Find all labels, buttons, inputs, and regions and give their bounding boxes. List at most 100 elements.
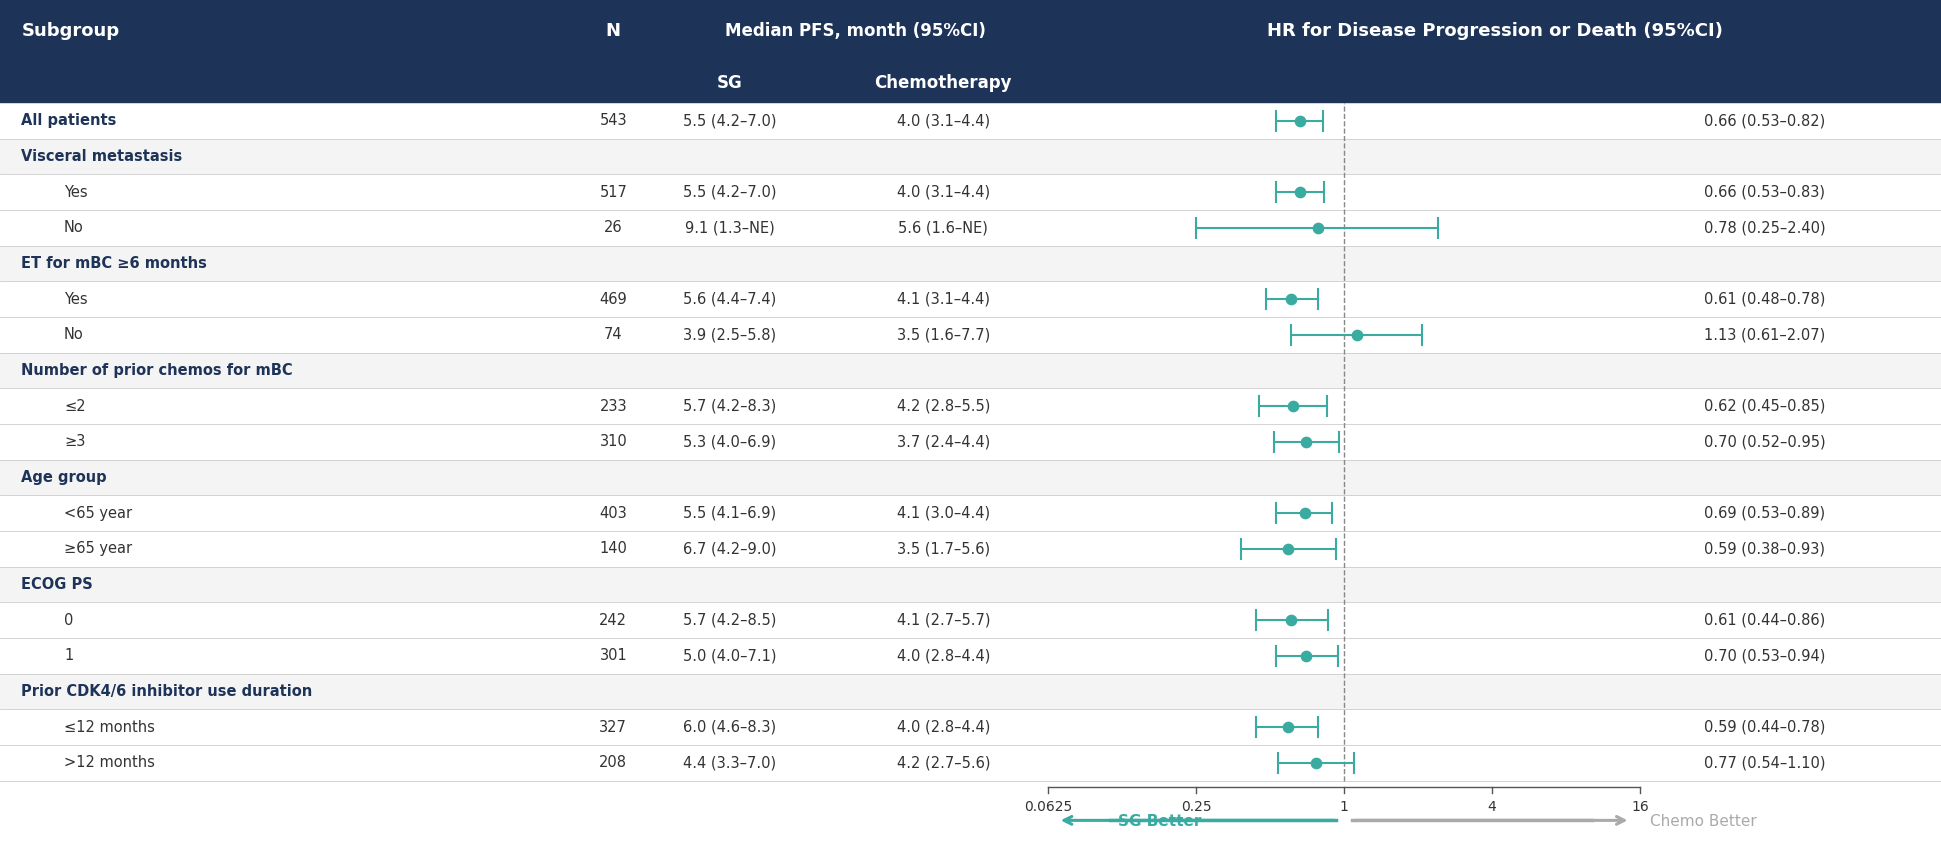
Bar <box>0 531 1941 566</box>
Text: 9.1 (1.3–NE): 9.1 (1.3–NE) <box>685 220 774 235</box>
Text: Number of prior chemos for mBC: Number of prior chemos for mBC <box>21 363 293 378</box>
Point <box>1271 721 1302 734</box>
Text: HR for Disease Progression or Death (95%CI): HR for Disease Progression or Death (95%… <box>1267 22 1722 41</box>
Text: ≤12 months: ≤12 months <box>64 720 155 734</box>
Text: Chemotherapy: Chemotherapy <box>875 73 1011 92</box>
Text: ≥3: ≥3 <box>64 435 85 449</box>
Bar <box>0 709 1941 745</box>
Text: 0.69 (0.53–0.89): 0.69 (0.53–0.89) <box>1704 506 1825 521</box>
Bar <box>0 388 1941 424</box>
Text: 3.9 (2.5–5.8): 3.9 (2.5–5.8) <box>683 327 776 343</box>
Text: 403: 403 <box>600 506 627 521</box>
Point <box>1291 435 1322 448</box>
Text: 0.70 (0.52–0.95): 0.70 (0.52–0.95) <box>1704 435 1826 449</box>
Text: 3.5 (1.6–7.7): 3.5 (1.6–7.7) <box>897 327 990 343</box>
Text: 26: 26 <box>604 220 623 235</box>
Text: 4.1 (3.0–4.4): 4.1 (3.0–4.4) <box>897 506 990 521</box>
Text: 5.5 (4.2–7.0): 5.5 (4.2–7.0) <box>683 113 776 128</box>
Text: 0.66 (0.53–0.83): 0.66 (0.53–0.83) <box>1704 185 1825 200</box>
Text: Yes: Yes <box>64 185 87 200</box>
Text: 5.5 (4.2–7.0): 5.5 (4.2–7.0) <box>683 185 776 200</box>
Text: 16: 16 <box>1630 800 1650 814</box>
Text: 0.70 (0.53–0.94): 0.70 (0.53–0.94) <box>1704 648 1826 663</box>
Text: 327: 327 <box>600 720 627 734</box>
Point <box>1302 221 1333 235</box>
Bar <box>0 424 1941 460</box>
Text: >12 months: >12 months <box>64 755 155 771</box>
Text: 0.61 (0.44–0.86): 0.61 (0.44–0.86) <box>1704 613 1825 628</box>
Text: 0.62 (0.45–0.85): 0.62 (0.45–0.85) <box>1704 398 1826 414</box>
Text: 0: 0 <box>64 613 74 628</box>
Bar <box>0 103 1941 138</box>
Text: 5.5 (4.1–6.9): 5.5 (4.1–6.9) <box>683 506 776 521</box>
Text: 6.7 (4.2–9.0): 6.7 (4.2–9.0) <box>683 541 776 556</box>
Bar <box>0 603 1941 638</box>
Point <box>1289 506 1320 520</box>
Point <box>1291 649 1322 663</box>
Point <box>1285 114 1316 127</box>
Text: 1: 1 <box>64 648 74 663</box>
Text: 543: 543 <box>600 113 627 128</box>
Text: 0.78 (0.25–2.40): 0.78 (0.25–2.40) <box>1704 220 1826 235</box>
Point <box>1275 614 1306 627</box>
Text: 0.61 (0.48–0.78): 0.61 (0.48–0.78) <box>1704 292 1826 306</box>
Text: SG Better: SG Better <box>1118 814 1201 829</box>
Text: 4.0 (2.8–4.4): 4.0 (2.8–4.4) <box>897 720 990 734</box>
Point <box>1300 756 1332 770</box>
Text: <65 year: <65 year <box>64 506 132 521</box>
Point <box>1285 186 1316 199</box>
Text: 0.66 (0.53–0.82): 0.66 (0.53–0.82) <box>1704 113 1825 128</box>
Text: Yes: Yes <box>64 292 87 306</box>
Point <box>1271 542 1302 555</box>
Text: 5.6 (4.4–7.4): 5.6 (4.4–7.4) <box>683 292 776 306</box>
Text: 5.0 (4.0–7.1): 5.0 (4.0–7.1) <box>683 648 776 663</box>
Text: 0.25: 0.25 <box>1180 800 1211 814</box>
Text: Subgroup: Subgroup <box>21 22 120 41</box>
Text: Age group: Age group <box>21 470 107 485</box>
Text: N: N <box>606 22 621 41</box>
Text: 5.7 (4.2–8.5): 5.7 (4.2–8.5) <box>683 613 776 628</box>
Text: 517: 517 <box>600 185 627 200</box>
Text: 208: 208 <box>600 755 627 771</box>
Bar <box>0 281 1941 317</box>
Text: 4.1 (3.1–4.4): 4.1 (3.1–4.4) <box>897 292 990 306</box>
Text: 5.3 (4.0–6.9): 5.3 (4.0–6.9) <box>683 435 776 449</box>
Text: No: No <box>64 327 83 343</box>
Text: 6.0 (4.6–8.3): 6.0 (4.6–8.3) <box>683 720 776 734</box>
Text: 4.0 (2.8–4.4): 4.0 (2.8–4.4) <box>897 648 990 663</box>
Text: Median PFS, month (95%CI): Median PFS, month (95%CI) <box>724 22 986 41</box>
Bar <box>0 210 1941 246</box>
Point <box>1341 328 1372 342</box>
Text: 0.77 (0.54–1.10): 0.77 (0.54–1.10) <box>1704 755 1826 771</box>
Bar <box>0 138 1941 175</box>
Text: 4.4 (3.3–7.0): 4.4 (3.3–7.0) <box>683 755 776 771</box>
Text: 310: 310 <box>600 435 627 449</box>
Bar <box>0 674 1941 709</box>
Bar <box>0 175 1941 210</box>
Text: 4.0 (3.1–4.4): 4.0 (3.1–4.4) <box>897 185 990 200</box>
Text: 469: 469 <box>600 292 627 306</box>
Text: 4: 4 <box>1487 800 1497 814</box>
Bar <box>0 460 1941 495</box>
Text: 3.7 (2.4–4.4): 3.7 (2.4–4.4) <box>897 435 990 449</box>
Text: 1.13 (0.61–2.07): 1.13 (0.61–2.07) <box>1704 327 1825 343</box>
Text: 0.0625: 0.0625 <box>1025 800 1071 814</box>
Text: Prior CDK4/6 inhibitor use duration: Prior CDK4/6 inhibitor use duration <box>21 684 313 699</box>
Text: 1: 1 <box>1339 800 1349 814</box>
Bar <box>0 0 1941 62</box>
Text: All patients: All patients <box>21 113 116 128</box>
Text: Visceral metastasis: Visceral metastasis <box>21 149 182 164</box>
Text: 4.2 (2.7–5.6): 4.2 (2.7–5.6) <box>897 755 990 771</box>
Bar <box>0 638 1941 674</box>
Text: 301: 301 <box>600 648 627 663</box>
Text: 233: 233 <box>600 398 627 414</box>
Text: ET for mBC ≥6 months: ET for mBC ≥6 months <box>21 256 208 271</box>
Text: 4.0 (3.1–4.4): 4.0 (3.1–4.4) <box>897 113 990 128</box>
Text: 3.5 (1.7–5.6): 3.5 (1.7–5.6) <box>897 541 990 556</box>
Point <box>1277 399 1308 413</box>
Text: 5.6 (1.6–NE): 5.6 (1.6–NE) <box>899 220 988 235</box>
Bar <box>0 317 1941 353</box>
Bar <box>0 353 1941 388</box>
Text: 140: 140 <box>600 541 627 556</box>
Bar <box>0 495 1941 531</box>
